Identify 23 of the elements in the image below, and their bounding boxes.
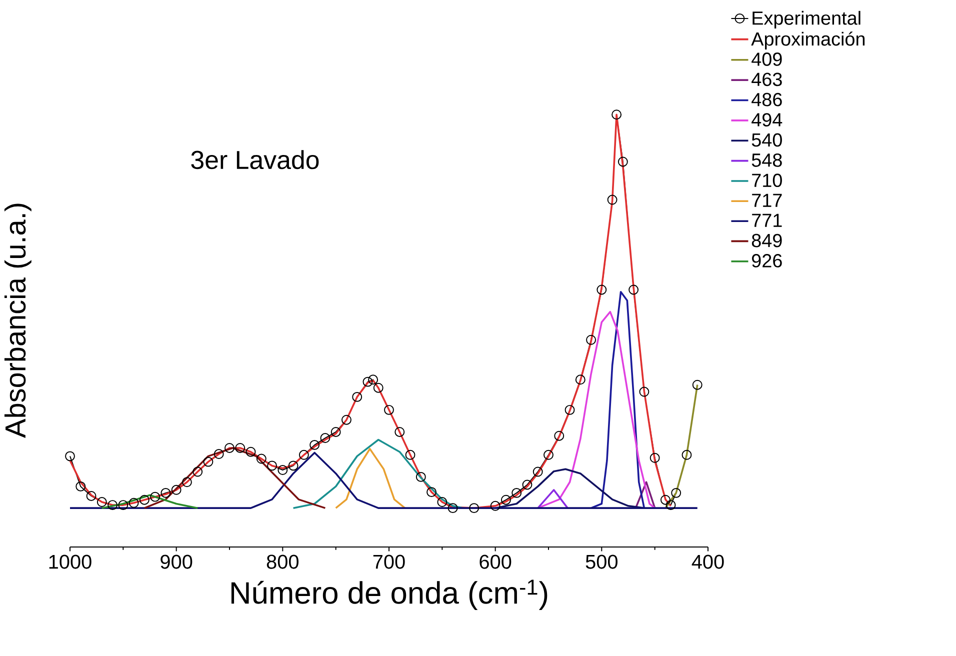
legend-label: 409: [752, 52, 782, 66]
legend-label: 849: [752, 234, 782, 248]
legend-label: 771: [752, 214, 782, 227]
x-tick-label: 600: [480, 554, 512, 569]
x-tick-label: 700: [373, 554, 405, 569]
legend-label: 486: [752, 92, 782, 106]
x-tick-label: 900: [160, 554, 192, 569]
legend-label: 494: [752, 113, 782, 126]
x-tick-label: 400: [692, 554, 724, 569]
legend-label: Aproximación: [751, 32, 865, 50]
legend-label: 710: [752, 174, 782, 188]
text: 3er Lavado: [191, 150, 319, 170]
legend-label: Experimental: [752, 10, 860, 29]
legend-label: 463: [752, 72, 782, 86]
y-axis-title: Absorbancia (u.a.): [4, 204, 32, 438]
x-tick-label: 1000: [49, 554, 92, 569]
legend-label: 717: [752, 194, 782, 207]
legend-label: 540: [752, 133, 782, 147]
x-tick-label: 500: [586, 554, 618, 569]
x-axis-title: Número de onda (cm$^{-1}$): [231, 580, 548, 610]
legend-label: 548: [752, 153, 782, 167]
legend-label: 926: [752, 254, 782, 268]
x-tick-label: 800: [266, 554, 298, 569]
